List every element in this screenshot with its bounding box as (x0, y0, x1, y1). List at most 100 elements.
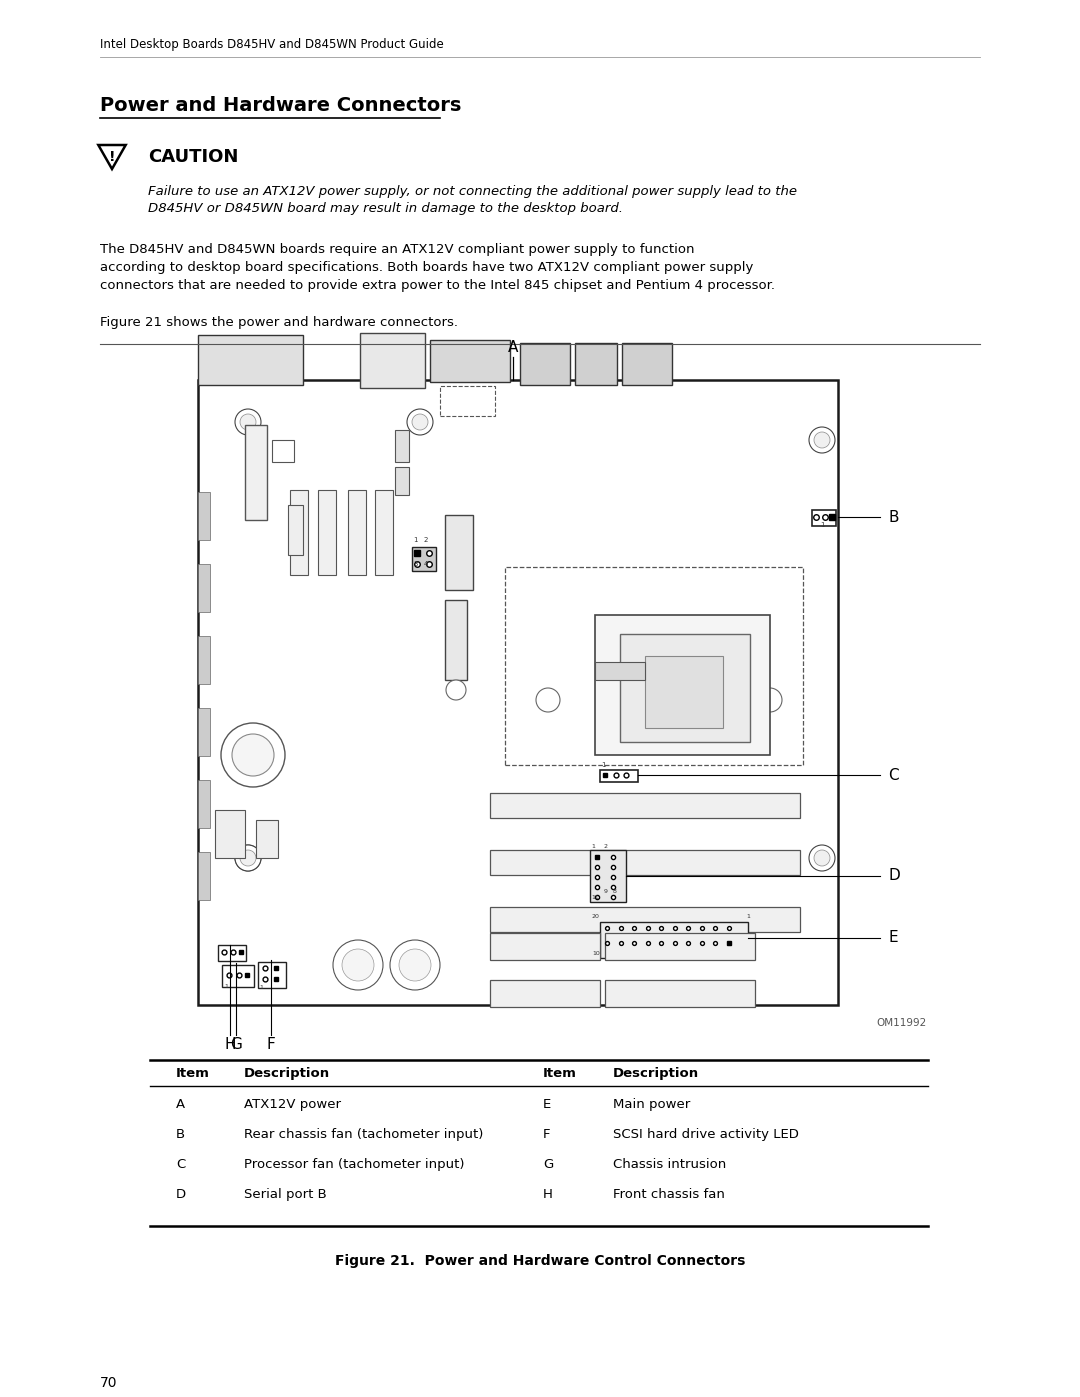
Text: CAUTION: CAUTION (148, 148, 239, 166)
Bar (256, 820, 278, 858)
Text: D: D (176, 1187, 186, 1201)
Text: Front chassis fan: Front chassis fan (613, 1187, 725, 1201)
Text: C: C (176, 1158, 186, 1171)
Text: Processor fan (tachometer input): Processor fan (tachometer input) (244, 1158, 464, 1171)
Text: F: F (267, 1037, 275, 1052)
Bar (445, 599, 467, 680)
Text: The D845HV and D845WN boards require an ATX12V compliant power supply to functio: The D845HV and D845WN boards require an … (100, 243, 694, 256)
Bar (519, 344, 570, 386)
Text: 1: 1 (600, 761, 606, 768)
Bar (605, 933, 755, 960)
Text: ATX12V power: ATX12V power (244, 1098, 341, 1111)
Bar (595, 615, 770, 754)
Text: 9: 9 (604, 888, 608, 894)
Bar (620, 634, 750, 742)
Bar (605, 981, 755, 1007)
Circle shape (399, 949, 431, 981)
Text: 1: 1 (413, 536, 418, 543)
Text: !: ! (109, 151, 116, 165)
Circle shape (342, 949, 374, 981)
Bar (198, 708, 210, 756)
Text: 2: 2 (424, 536, 429, 543)
Circle shape (536, 687, 561, 712)
Text: Failure to use an ATX12V power supply, or not connecting the additional power su: Failure to use an ATX12V power supply, o… (148, 184, 797, 198)
Circle shape (240, 849, 256, 866)
Bar (490, 933, 600, 960)
Circle shape (240, 414, 256, 430)
Text: G: G (230, 1037, 242, 1052)
Circle shape (814, 849, 831, 866)
Bar (505, 567, 804, 766)
Bar (575, 344, 617, 386)
Bar (430, 339, 510, 381)
Text: 11: 11 (591, 895, 598, 900)
Bar (198, 852, 210, 900)
Text: A: A (176, 1098, 185, 1111)
Text: Intel Desktop Boards D845HV and D845WN Product Guide: Intel Desktop Boards D845HV and D845WN P… (100, 38, 444, 52)
Circle shape (235, 845, 261, 870)
Bar (490, 849, 800, 875)
Bar (600, 922, 748, 958)
Bar (812, 510, 836, 527)
Circle shape (814, 432, 831, 448)
Text: D845HV or D845WN board may result in damage to the desktop board.: D845HV or D845WN board may result in dam… (148, 203, 623, 215)
Bar (218, 944, 246, 961)
Circle shape (240, 849, 256, 866)
Bar (291, 490, 308, 576)
Circle shape (809, 845, 835, 870)
Text: H: H (225, 1037, 235, 1052)
Bar (590, 849, 626, 902)
Bar (288, 504, 303, 555)
Bar (360, 332, 426, 388)
Bar (198, 780, 210, 828)
Bar (272, 440, 294, 462)
Text: connectors that are needed to provide extra power to the Intel 845 chipset and P: connectors that are needed to provide ex… (100, 279, 775, 292)
Text: Description: Description (244, 1067, 330, 1080)
Circle shape (411, 414, 428, 430)
Bar (222, 965, 254, 988)
Circle shape (235, 845, 261, 870)
Text: 1: 1 (224, 983, 228, 989)
Text: 1: 1 (820, 522, 824, 528)
Bar (600, 770, 638, 782)
Text: 2: 2 (604, 844, 608, 849)
Bar (490, 981, 600, 1007)
Text: C: C (888, 767, 899, 782)
Bar (198, 335, 303, 386)
Circle shape (221, 724, 285, 787)
Bar (215, 810, 245, 858)
Text: F: F (543, 1127, 551, 1141)
Bar (198, 492, 210, 541)
Circle shape (235, 409, 261, 434)
Text: Main power: Main power (613, 1098, 690, 1111)
Circle shape (390, 940, 440, 990)
Bar (440, 386, 495, 416)
Text: 4: 4 (424, 562, 429, 567)
Text: Figure 21.  Power and Hardware Control Connectors: Figure 21. Power and Hardware Control Co… (335, 1255, 745, 1268)
Bar (395, 467, 409, 495)
Bar (348, 490, 366, 576)
Text: H: H (543, 1187, 553, 1201)
Text: Figure 21 shows the power and hardware connectors.: Figure 21 shows the power and hardware c… (100, 316, 458, 330)
Bar (490, 793, 800, 819)
Text: 3: 3 (413, 562, 418, 567)
Bar (411, 548, 436, 571)
Text: 1: 1 (259, 985, 262, 990)
Text: OM11992: OM11992 (876, 1018, 927, 1028)
Bar (395, 430, 409, 462)
Circle shape (232, 733, 274, 775)
Bar (245, 425, 267, 520)
Bar (198, 380, 838, 1004)
Text: 10: 10 (592, 951, 599, 956)
Bar (258, 963, 286, 988)
Bar (622, 344, 672, 386)
Bar (645, 657, 723, 728)
Text: E: E (543, 1098, 551, 1111)
Text: D: D (888, 869, 900, 883)
Bar (318, 490, 336, 576)
Text: Item: Item (176, 1067, 210, 1080)
Text: E: E (888, 930, 897, 946)
Text: 8: 8 (613, 888, 617, 894)
Circle shape (758, 687, 782, 712)
Text: according to desktop board specifications. Both boards have two ATX12V compliant: according to desktop board specification… (100, 261, 754, 274)
